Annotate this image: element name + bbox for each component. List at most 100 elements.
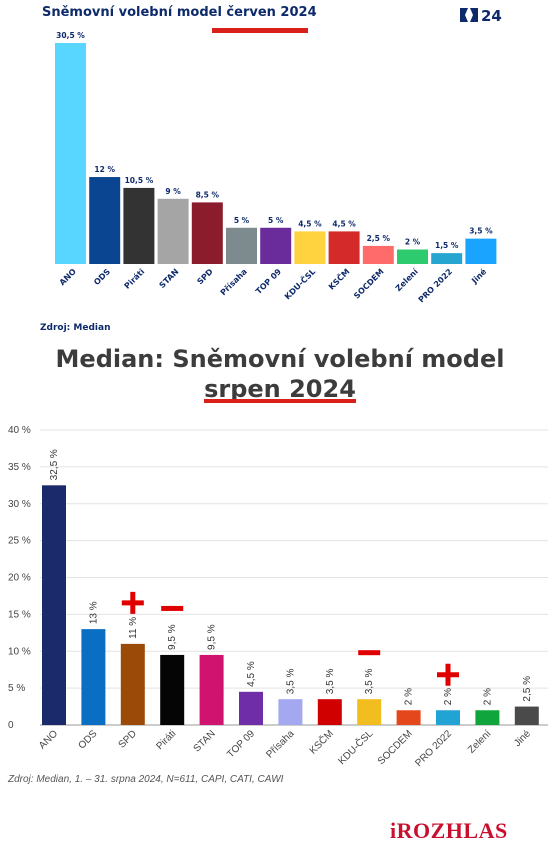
category-label-spd: SPD xyxy=(195,267,215,287)
bar-top-09 xyxy=(239,691,263,725)
value-label-socdem: 2 % xyxy=(404,688,415,705)
value-label-zelen: 2 % xyxy=(482,688,493,705)
value-label-p-saha: 3,5 % xyxy=(285,669,296,695)
bar-ano xyxy=(55,43,86,264)
minus-sign-icon-pir-ti xyxy=(161,605,184,611)
bar-ods xyxy=(89,177,121,264)
value-label-stan: 9 % xyxy=(165,187,181,196)
value-label-top-09: 4,5 % xyxy=(246,661,257,687)
category-label-ks-m: KSČM xyxy=(306,727,336,757)
august-chart-title: Median: Sněmovní volební model srpen 202… xyxy=(0,344,560,404)
august-chart-panel: Median: Sněmovní volební model srpen 202… xyxy=(0,340,560,850)
august-bar-chart: 0 5 % 10 % 15 % 20 % 25 % 30 % 35 % 40 % 32,5 % AN… xyxy=(8,425,548,769)
category-label-pro-2022: PRO 2022 xyxy=(413,728,454,769)
category-label-pir-ti: Piráti xyxy=(154,728,178,752)
bar-socdem xyxy=(396,710,421,725)
value-label-top-09: 5 % xyxy=(268,216,284,225)
bar-ano xyxy=(42,485,66,725)
value-label-ods: 12 % xyxy=(94,165,115,174)
irozhlas-brand: iROZHLAS xyxy=(390,818,508,843)
bar-spd xyxy=(191,202,223,264)
bar-stan xyxy=(157,198,189,264)
category-label-pir-ti: Piráti xyxy=(123,267,147,291)
ct24-logo-text: 24 xyxy=(481,7,502,25)
value-label-ano: 32,5 % xyxy=(49,449,60,480)
category-label-jin: Jiné xyxy=(512,728,533,749)
value-label-ods: 13 % xyxy=(88,601,99,624)
value-label-kdu-sl: 4,5 % xyxy=(298,219,322,228)
category-label-jin: Jiné xyxy=(469,266,489,286)
bar-pro-2022 xyxy=(436,710,460,725)
title-underline xyxy=(204,399,356,403)
category-label-zelen: Zelení xyxy=(394,266,421,293)
value-label-zelen: 2 % xyxy=(405,238,421,247)
bar-socdem xyxy=(362,245,394,264)
y-tick-label: 35 % xyxy=(8,462,31,473)
value-label-ks-m: 3,5 % xyxy=(325,669,336,695)
category-label-ano: ANO xyxy=(37,728,60,751)
bar-kdu-sl xyxy=(357,699,382,725)
bar-zelen xyxy=(475,710,500,725)
bar-p-saha xyxy=(278,699,303,725)
bar-p-saha xyxy=(226,227,257,264)
august-chart-title-line1: Median: Sněmovní volební model xyxy=(55,345,505,373)
title-underline xyxy=(212,28,308,33)
bar-ks-m xyxy=(317,699,342,725)
category-label-kdu-sl: KDU-ČSL xyxy=(282,266,318,302)
category-label-p-saha: Přísaha xyxy=(219,267,249,297)
category-label-ano: ANO xyxy=(58,267,78,287)
bar-zelen xyxy=(397,249,428,264)
bar-jin xyxy=(465,238,497,264)
category-label-stan: STAN xyxy=(192,728,218,754)
y-tick-label: 5 % xyxy=(8,683,25,694)
plus-sign-icon-pro-2022 xyxy=(437,663,459,686)
value-label-pir-ti: 10,5 % xyxy=(125,176,154,185)
june-chart-title: Sněmovní volební model červen 2024 xyxy=(42,5,317,20)
value-label-stan: 9,5 % xyxy=(207,624,218,650)
value-label-spd: 11 % xyxy=(128,617,139,639)
y-tick-label: 10 % xyxy=(8,646,31,657)
ct24-logo-icon: 24 xyxy=(460,7,502,25)
bar-kdu-sl xyxy=(294,231,326,264)
bar-ks-m xyxy=(328,231,360,264)
y-tick-label: 30 % xyxy=(8,499,31,510)
category-label-top-09: TOP 09 xyxy=(254,267,283,296)
value-label-spd: 8,5 % xyxy=(196,190,220,199)
value-label-ks-m: 4,5 % xyxy=(332,219,356,228)
y-tick-label: 40 % xyxy=(8,425,31,436)
y-tick-label: 15 % xyxy=(8,609,31,620)
y-tick-label: 0 xyxy=(8,720,14,731)
category-label-zelen: Zelení xyxy=(466,728,494,756)
y-tick-label: 25 % xyxy=(8,536,31,547)
category-label-ods: ODS xyxy=(76,728,99,751)
y-tick-label: 20 % xyxy=(8,573,31,584)
value-label-jin: 3,5 % xyxy=(469,227,493,236)
category-label-spd: SPD xyxy=(117,728,139,750)
bar-ods xyxy=(81,629,106,725)
bar-pir-ti xyxy=(160,654,185,725)
august-chart-title-line2: srpen 2024 xyxy=(204,375,356,403)
june-bar-chart: 30,5 % ANO 12 % ODS 10,5 % Piráti 9 % STAN 8,5 %… xyxy=(55,31,497,304)
value-label-socdem: 2,5 % xyxy=(367,234,391,243)
category-label-kdu-sl: KDU-ČSL xyxy=(335,727,376,768)
june-chart-panel: Sněmovní volební model červen 2024 24 30… xyxy=(0,0,560,340)
value-label-pir-ti: 9,5 % xyxy=(167,624,178,650)
june-chart-source: Zdroj: Median xyxy=(40,323,111,333)
category-label-top-09: TOP 09 xyxy=(225,728,257,760)
bar-top-09 xyxy=(260,227,292,264)
bar-spd xyxy=(120,643,145,725)
category-label-stan: STAN xyxy=(158,267,181,290)
category-label-socdem: SOCDEM xyxy=(376,728,415,767)
category-label-socdem: SOCDEM xyxy=(352,267,386,301)
category-label-p-saha: Přísaha xyxy=(264,728,296,760)
value-label-jin: 2,5 % xyxy=(522,676,533,702)
category-label-ks-m: KSČM xyxy=(325,266,351,292)
bar-pir-ti xyxy=(123,187,155,264)
value-label-pro-2022: 1,5 % xyxy=(435,241,459,250)
value-label-pro-2022: 2 % xyxy=(443,688,454,705)
minus-sign-icon-kdu-sl xyxy=(358,650,381,656)
value-label-ano: 30,5 % xyxy=(56,31,85,40)
bar-pro-2022 xyxy=(431,253,463,264)
bar-stan xyxy=(199,654,224,725)
